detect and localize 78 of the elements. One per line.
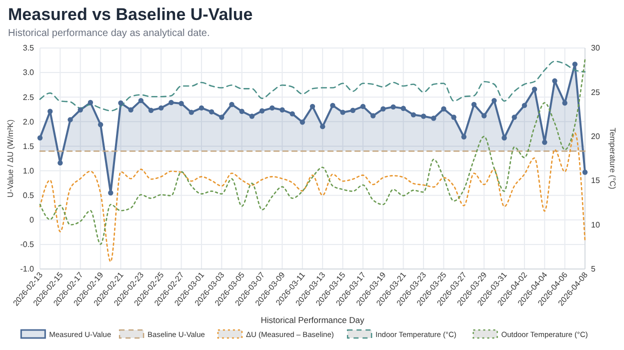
point <box>451 114 456 120</box>
y2-tick-label: 30 <box>591 44 600 53</box>
point <box>229 102 234 108</box>
point <box>88 100 94 106</box>
point <box>522 102 528 108</box>
point <box>431 116 436 121</box>
point <box>300 120 306 125</box>
chart-title: Measured vs Baseline U-Value <box>8 5 253 24</box>
y-tick-label: 1.0 <box>22 166 35 176</box>
point <box>340 110 346 115</box>
y2-tick-label: 20 <box>591 132 600 142</box>
point <box>360 104 366 110</box>
point <box>512 114 517 120</box>
point <box>492 98 497 104</box>
line-series <box>39 58 586 245</box>
y2-tick-label: 15 <box>591 176 600 186</box>
point <box>78 107 83 112</box>
y2-tick-label: 10 <box>591 220 600 230</box>
point <box>208 109 214 114</box>
point <box>572 62 578 67</box>
point <box>128 107 134 112</box>
y-tick-label: 0 <box>30 216 35 225</box>
point <box>410 112 416 118</box>
point <box>158 105 164 111</box>
point <box>441 106 446 112</box>
point <box>58 160 63 166</box>
point <box>552 78 558 84</box>
y-tick-label: -0.5 <box>20 240 35 250</box>
point <box>310 104 316 110</box>
line-series <box>39 132 586 262</box>
point <box>98 122 104 128</box>
point <box>481 113 487 118</box>
point <box>330 102 336 108</box>
point <box>188 110 194 115</box>
line-series <box>39 60 586 112</box>
y-tick-label: 1.5 <box>22 142 35 151</box>
point <box>47 108 53 114</box>
y2-tick-label: 5 <box>591 264 596 274</box>
point <box>108 190 114 196</box>
point <box>320 124 326 130</box>
point <box>400 106 406 112</box>
point <box>420 114 426 119</box>
point <box>239 108 244 114</box>
point <box>582 170 588 175</box>
point <box>198 105 204 111</box>
y-tick-label: 2.0 <box>22 117 35 126</box>
point <box>390 104 396 110</box>
y-tick-label: 2.5 <box>22 92 35 102</box>
point <box>280 107 285 112</box>
point <box>259 108 265 114</box>
point <box>118 100 124 106</box>
y2-tick-label: 25 <box>591 88 600 97</box>
y-tick-label: 0.5 <box>22 190 35 200</box>
point <box>380 106 386 112</box>
point <box>37 135 43 140</box>
point <box>350 108 356 113</box>
point <box>502 135 507 140</box>
point <box>461 134 466 140</box>
point <box>290 111 295 116</box>
point <box>542 140 548 145</box>
point <box>178 100 184 106</box>
chart-subtitle: Historical performance day as analytical date. <box>8 28 210 39</box>
point <box>148 108 154 113</box>
x-axis-title: Historical Performance Day <box>260 315 365 325</box>
point <box>168 100 174 106</box>
point <box>138 98 144 104</box>
point <box>68 117 73 122</box>
point <box>270 105 275 111</box>
point <box>370 113 376 118</box>
point <box>471 102 477 108</box>
y2-axis-title: Temperature (°C) <box>608 128 617 190</box>
y-tick-label: 3.5 <box>22 44 35 53</box>
point <box>532 86 538 92</box>
point <box>249 114 255 119</box>
y-axis-title: U-Value / ΔU (W/m²K) <box>6 119 15 198</box>
point <box>219 114 224 120</box>
y-tick-label: 3.0 <box>22 68 35 78</box>
y-tick-label: -1.0 <box>20 264 35 274</box>
